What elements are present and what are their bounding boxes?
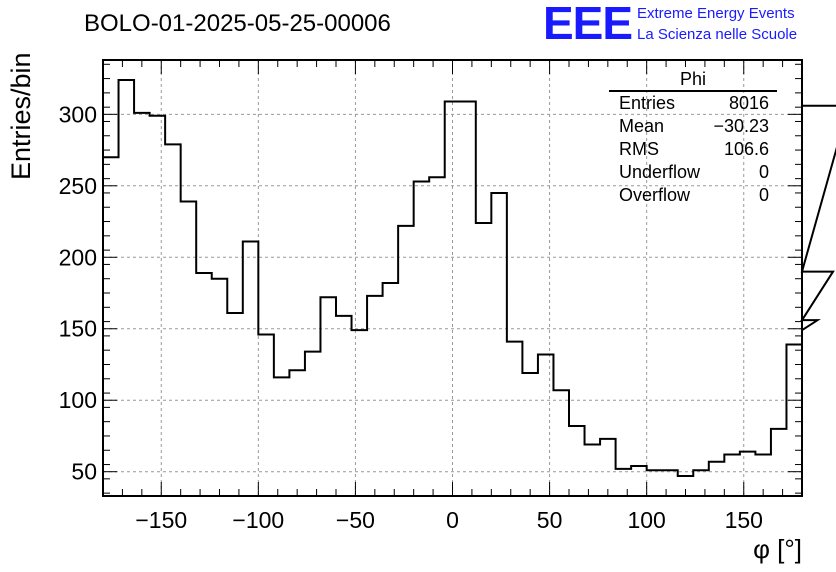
chart-title: BOLO-01-2025-05-25-00006 bbox=[84, 10, 391, 37]
stats-value: 0 bbox=[758, 185, 769, 205]
y-tick-label: 50 bbox=[71, 459, 97, 485]
y-tick-label: 250 bbox=[59, 173, 97, 199]
stats-row-entries: Entries 8016 bbox=[609, 92, 777, 115]
y-axis-label: Entries/bin bbox=[6, 52, 36, 180]
eee-logo: EEE bbox=[543, 0, 633, 49]
logo-text: Extreme Energy Events La Scienza nelle S… bbox=[637, 3, 797, 45]
stats-value: −30.23 bbox=[713, 116, 769, 136]
stats-row-underflow: Underflow 0 bbox=[609, 161, 777, 184]
x-axis-label: φ [°] bbox=[753, 534, 802, 564]
y-tick-labels: 50 100 150 200 250 300 bbox=[59, 101, 97, 484]
stats-row-overflow: Overflow 0 bbox=[609, 184, 777, 207]
stats-row-mean: Mean −30.23 bbox=[609, 115, 777, 138]
x-tick-label: 100 bbox=[627, 507, 665, 533]
stats-row-rms: RMS 106.6 bbox=[609, 138, 777, 161]
stats-value: 106.6 bbox=[723, 139, 769, 159]
x-tick-label: 50 bbox=[537, 507, 563, 533]
x-tick-label: −100 bbox=[232, 507, 284, 533]
x-tick-label: −50 bbox=[336, 507, 375, 533]
stats-label: Mean bbox=[619, 116, 665, 136]
y-tick-label: 150 bbox=[59, 316, 97, 342]
y-tick-label: 200 bbox=[59, 244, 97, 270]
x-tick-label: 0 bbox=[446, 507, 459, 533]
stats-label: Underflow bbox=[619, 162, 701, 182]
stats-title: Phi bbox=[609, 68, 777, 92]
x-tick-labels: −150 −100 −50 0 50 100 150 bbox=[135, 507, 763, 533]
x-tick-label: −150 bbox=[135, 507, 187, 533]
logo-line-2: La Scienza nelle Scuole bbox=[637, 26, 798, 43]
stats-value: 0 bbox=[758, 162, 769, 182]
x-tick-label: 150 bbox=[725, 507, 763, 533]
stats-label: Overflow bbox=[619, 185, 691, 205]
axis-ticks bbox=[102, 60, 803, 496]
y-tick-label: 100 bbox=[59, 387, 97, 413]
y-tick-label: 300 bbox=[59, 101, 97, 127]
stats-label: Entries bbox=[619, 93, 676, 113]
histogram-series bbox=[103, 79, 836, 477]
stats-value: 8016 bbox=[728, 93, 769, 113]
logo-line-1: Extreme Energy Events bbox=[637, 5, 795, 22]
stats-box: Phi Entries 8016 Mean −30.23 RMS 106.6 U… bbox=[609, 68, 777, 207]
stats-label: RMS bbox=[619, 139, 659, 159]
